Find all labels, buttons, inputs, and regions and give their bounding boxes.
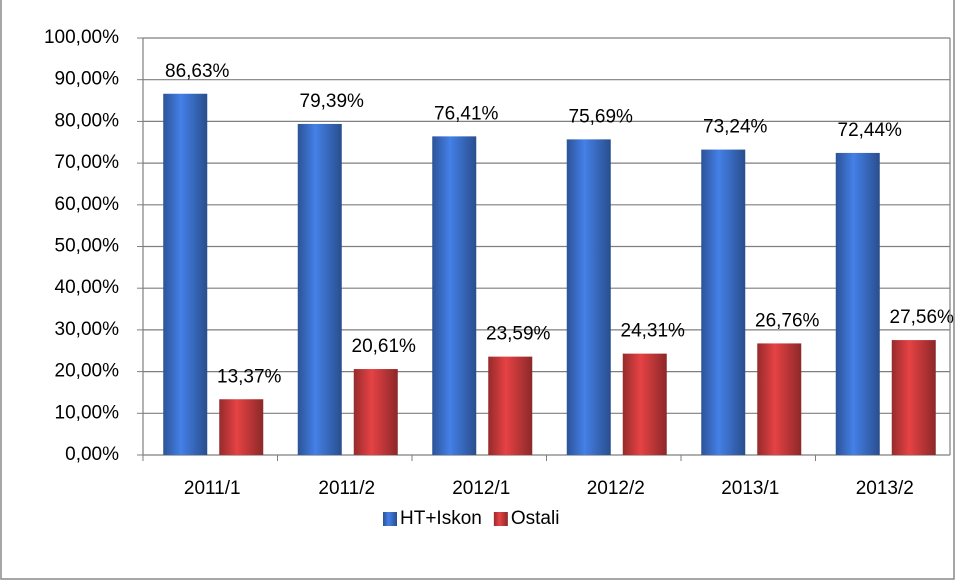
bar: [297, 123, 342, 456]
x-tick-label: 2013/2: [856, 478, 914, 499]
x-tick-label: 2012/1: [452, 478, 510, 499]
legend-label: Ostali: [511, 508, 560, 529]
y-tick-label: 50,00%: [55, 236, 120, 257]
data-label: 27,56%: [890, 307, 955, 328]
y-tick-label: 90,00%: [55, 69, 120, 90]
x-tick-label: 2012/2: [587, 478, 645, 499]
y-tick-label: 10,00%: [55, 402, 120, 423]
data-label: 76,41%: [434, 103, 499, 124]
bar: [701, 149, 746, 455]
y-tick-label: 0,00%: [65, 444, 119, 465]
bar: [488, 356, 533, 455]
data-label: 23,59%: [486, 324, 551, 345]
bar: [432, 136, 477, 455]
y-tick-label: 70,00%: [55, 152, 120, 173]
y-tick-label: 30,00%: [55, 319, 120, 340]
data-label: 72,44%: [838, 120, 903, 141]
legend-swatch: [493, 512, 508, 526]
data-label: 75,69%: [569, 106, 634, 127]
data-label: 20,61%: [352, 336, 417, 357]
bar: [622, 353, 667, 455]
data-label: 86,63%: [165, 61, 230, 82]
y-tick-label: 80,00%: [55, 110, 120, 131]
bar: [835, 152, 880, 455]
y-tick-label: 100,00%: [44, 27, 119, 48]
bar: [353, 369, 398, 455]
x-tick-label: 2013/1: [721, 478, 779, 499]
bar: [219, 399, 264, 455]
x-tick-label: 2011/2: [318, 478, 375, 499]
bar: [566, 139, 611, 456]
y-tick-label: 60,00%: [55, 194, 120, 215]
data-label: 79,39%: [300, 91, 365, 112]
legend-swatch: [383, 512, 397, 526]
data-label: 24,31%: [621, 321, 686, 342]
y-tick-label: 20,00%: [55, 361, 120, 382]
legend-label: HT+Iskon: [400, 508, 482, 529]
data-label: 13,37%: [217, 366, 282, 387]
data-label: 73,24%: [703, 117, 768, 138]
data-label: 26,76%: [755, 310, 820, 331]
y-tick-label: 40,00%: [55, 277, 120, 298]
bar: [757, 343, 802, 455]
bar: [163, 93, 208, 455]
bar: [891, 340, 936, 455]
x-tick-label: 2011/1: [184, 478, 241, 499]
